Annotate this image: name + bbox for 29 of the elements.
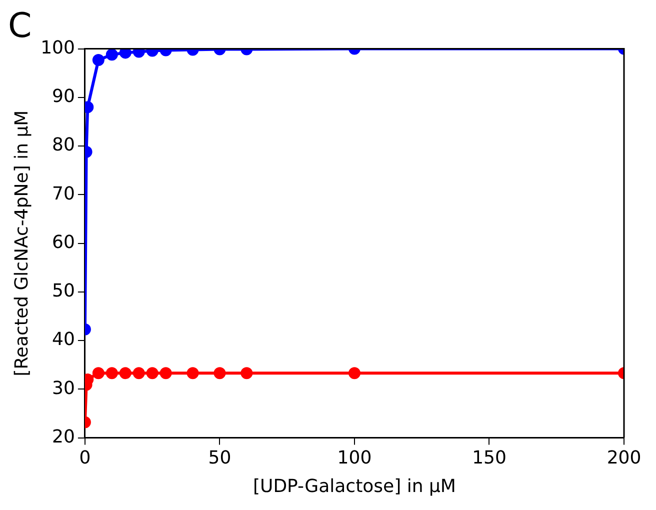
y-axis-title: [Reacted GlcNAc-4pNe] in μM [11, 110, 32, 376]
x-tick-label: 100 [337, 447, 372, 468]
chart-title: C [8, 6, 32, 46]
y-tick-label: 50 [52, 280, 75, 302]
point [240, 367, 253, 380]
point [214, 367, 226, 380]
point [106, 367, 118, 380]
y-tick-label: 90 [52, 86, 75, 108]
y-tick-label: 20 [52, 426, 75, 448]
x-axis-title: [UDP-Galactose] in μM [252, 476, 456, 497]
y-tick-label: 80 [52, 134, 75, 156]
point [132, 367, 145, 380]
x-tick-label: 200 [606, 447, 642, 468]
y-tick-label: 60 [52, 232, 75, 253]
point [348, 367, 360, 380]
point [119, 367, 132, 380]
point [92, 367, 104, 380]
x-tick-label: 0 [79, 447, 91, 468]
x-tick-label: 50 [208, 447, 232, 468]
point [119, 48, 132, 59]
point [132, 48, 145, 58]
point [146, 367, 158, 380]
y-tick-label: 40 [52, 329, 75, 350]
y-tick-label: 30 [52, 378, 75, 399]
x-tick-label: 150 [472, 447, 506, 468]
point [186, 367, 199, 380]
y-tick-label: 70 [52, 183, 75, 204]
y-tick-label: 100 [40, 37, 75, 58]
point [160, 367, 172, 380]
